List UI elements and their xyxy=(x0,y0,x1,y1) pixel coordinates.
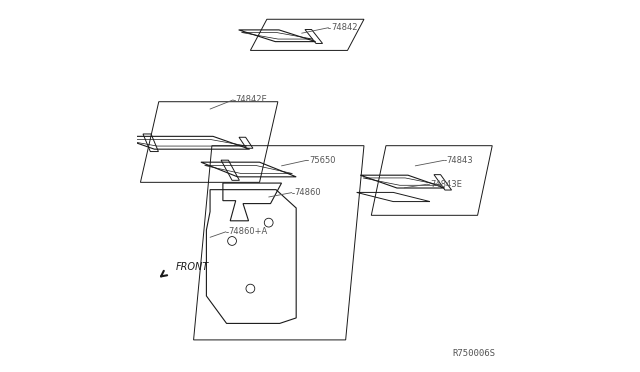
Text: 74843: 74843 xyxy=(447,156,473,165)
Text: 74842E: 74842E xyxy=(236,95,268,105)
Text: 74860+A: 74860+A xyxy=(228,227,268,236)
Text: 74842: 74842 xyxy=(331,23,358,32)
Text: R750006S: R750006S xyxy=(452,349,495,358)
Text: 75650: 75650 xyxy=(309,156,335,165)
Text: 74860: 74860 xyxy=(294,188,321,197)
Text: 74843E: 74843E xyxy=(430,180,462,189)
Text: FRONT: FRONT xyxy=(175,262,209,272)
